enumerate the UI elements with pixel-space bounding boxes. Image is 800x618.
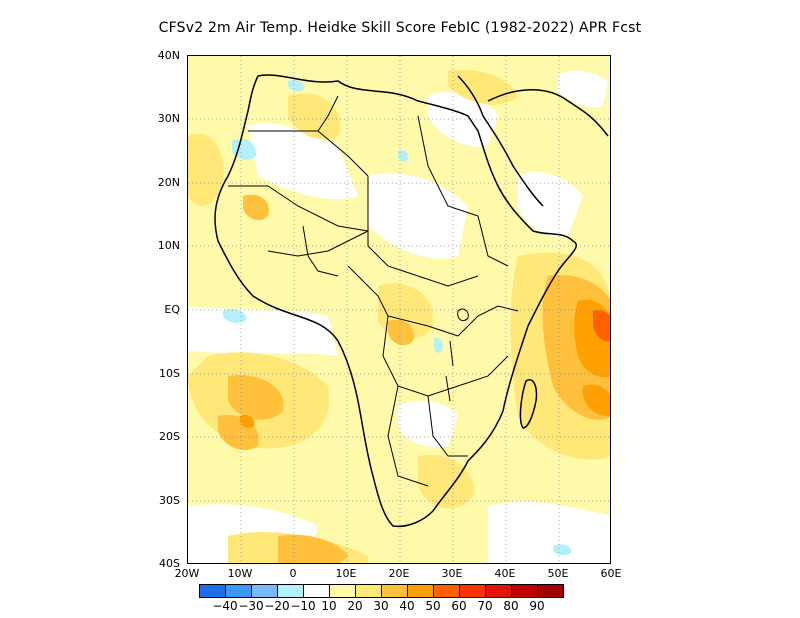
colorbar-swatch	[485, 584, 512, 598]
lakes	[445, 308, 469, 402]
y-axis-label: 30S	[159, 494, 180, 507]
colorbar-label: 40	[399, 599, 415, 613]
colorbar-swatch	[459, 584, 486, 598]
colorbar-label: −30	[238, 599, 264, 613]
skill-score-map	[187, 55, 611, 564]
colorbar-label: 10	[321, 599, 337, 613]
colorbar-swatch	[381, 584, 408, 598]
colorbar-swatch	[407, 584, 434, 598]
country-borders	[228, 95, 519, 487]
colorbar-label: 60	[451, 599, 467, 613]
colorbar-label: −40	[212, 599, 238, 613]
x-axis-label: 20E	[388, 567, 410, 580]
y-axis-label: EQ	[164, 303, 180, 316]
y-axis-label: 20N	[157, 176, 180, 189]
very-high-skill-areas	[240, 299, 610, 429]
colorbar-label: 30	[373, 599, 389, 613]
colorbar-labels: −40 −30 −20 −10 10 20 30 40 50 60 70 80 90	[199, 599, 619, 613]
x-axis-label: 60E	[600, 567, 622, 580]
colorbar-swatch	[251, 584, 278, 598]
x-axis-label: 30E	[441, 567, 463, 580]
colorbar-swatch	[355, 584, 382, 598]
colorbar-swatch	[303, 584, 330, 598]
colorbar-label: 50	[425, 599, 441, 613]
colorbar-label: 20	[347, 599, 363, 613]
colorbar-label: −10	[290, 599, 316, 613]
colorbar-swatch	[537, 584, 564, 598]
coastline	[214, 74, 609, 528]
x-axis-label: 0	[289, 567, 297, 580]
colorbar-label: 70	[477, 599, 493, 613]
x-axis-label: 50E	[547, 567, 569, 580]
map-canvas	[188, 56, 610, 563]
colorbar-label: −20	[264, 599, 290, 613]
x-axis-label: 40E	[494, 567, 516, 580]
y-axis-label: 10S	[159, 367, 180, 380]
y-axis-label: 40S	[159, 557, 180, 570]
y-axis-label: 30N	[157, 112, 180, 125]
y-axis-label: 20S	[159, 430, 180, 443]
colorbar	[199, 584, 564, 598]
colorbar-swatch	[277, 584, 304, 598]
colorbar-label: 90	[529, 599, 545, 613]
colorbar-swatch	[225, 584, 252, 598]
map-title: CFSv2 2m Air Temp. Heidke Skill Score Fe…	[158, 20, 642, 36]
x-axis-label: 10W	[227, 567, 253, 580]
x-axis-label: 20W	[174, 567, 200, 580]
y-axis-label: 10N	[157, 239, 180, 252]
extreme-skill-areas	[593, 310, 610, 342]
colorbar-swatch	[199, 584, 226, 598]
colorbar-swatch	[433, 584, 460, 598]
colorbar-label: 80	[503, 599, 519, 613]
colorbar-swatch	[511, 584, 538, 598]
negative-skill-areas	[223, 79, 572, 556]
y-axis-label: 40N	[157, 49, 180, 62]
colorbar-swatch	[329, 584, 356, 598]
x-axis-label: 10E	[335, 567, 357, 580]
